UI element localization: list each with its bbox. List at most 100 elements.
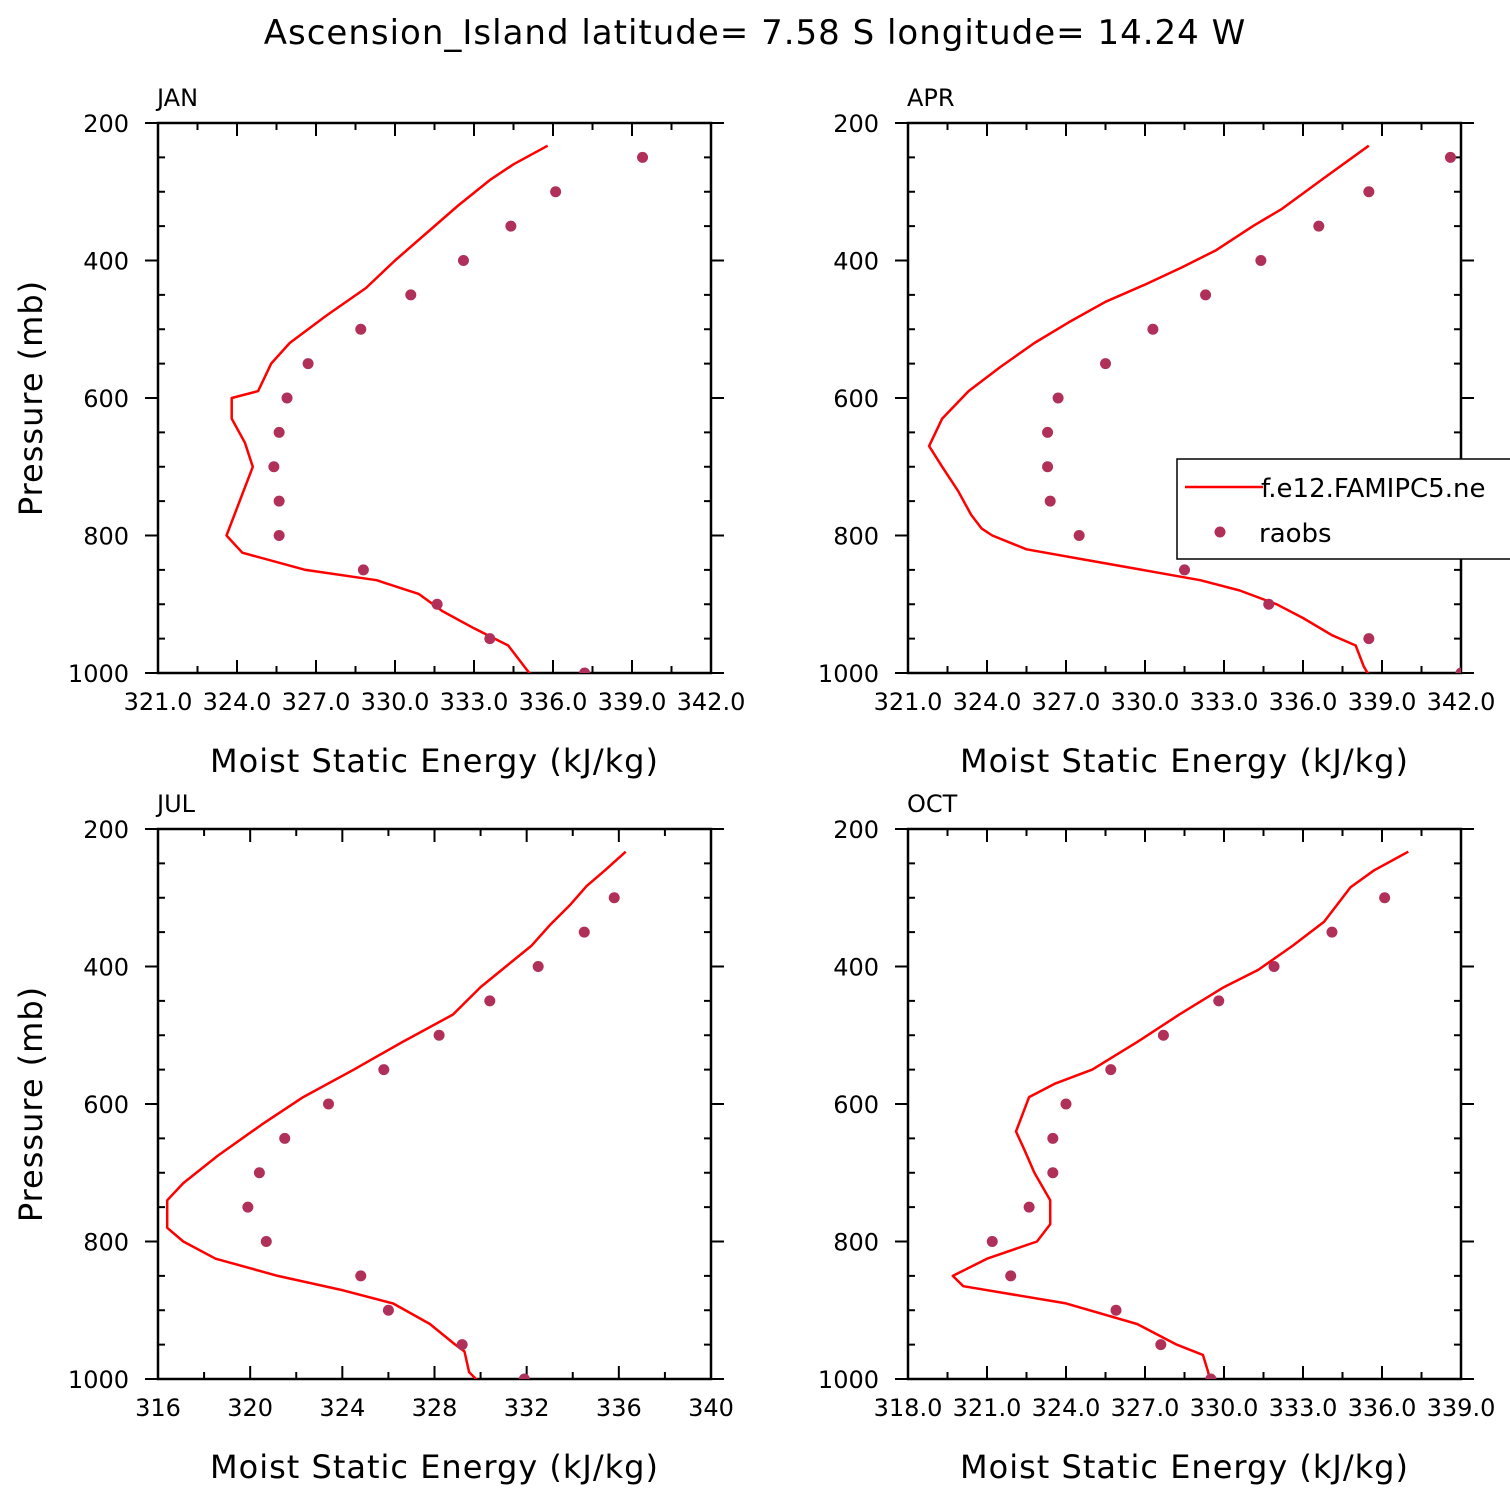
x-axis-label-oct: Moist Static Energy (kJ/kg) [960,1448,1409,1486]
y-tick-label-jul: 600 [83,1091,129,1119]
obs-point-oct [1268,961,1280,972]
obs-point-oct [1155,1339,1167,1351]
x-tick-label-apr: 339.0 [1348,688,1417,716]
x-tick-label-apr: 330.0 [1111,688,1180,716]
y-axis-label-jul: Pressure (mb) [12,986,50,1222]
y-tick-label-jan: 200 [83,110,129,138]
panel-label-jul: JUL [155,790,196,818]
panel-oct: OCT 318.0 321.0 324.0 327.0 330.0 333.0 336.0 33… [818,790,1495,1486]
x-tick-label-jan: 339.0 [598,688,667,716]
legend-box [1176,458,1510,560]
obs-point-jul [532,961,544,972]
panel-label-apr: APR [907,84,955,112]
obs-point-oct [1060,1098,1072,1110]
x-tick-label-oct: 333.0 [1269,1394,1338,1422]
legend: f.e12.FAMIPC5.ne raobs [1176,458,1510,560]
series-group-apr [927,144,1461,673]
y-tick-label-jul: 400 [83,954,129,982]
y-tick-label-apr: 400 [833,248,879,276]
obs-point-apr [1200,289,1212,301]
obs-point-oct [1157,1029,1169,1041]
x-tick-label-jan: 336.0 [519,688,588,716]
x-tick-label-apr: 321.0 [874,688,943,716]
x-tick-label-jan: 333.0 [440,688,509,716]
obs-point-oct [1205,1373,1217,1379]
y-tick-label-jan: 600 [83,385,129,413]
obs-point-apr [1073,530,1085,541]
x-tick-label-oct: 330.0 [1190,1394,1259,1422]
obs-point-apr [1100,358,1111,370]
obs-point-apr [1444,151,1456,163]
x-tick-label-oct: 327.0 [1111,1394,1180,1422]
obs-point-jul [253,1167,265,1179]
figure-title: Ascension_Island latitude= 7.58 S longit… [264,13,1247,53]
x-tick-label-oct: 318.0 [874,1394,943,1422]
x-tick-label-jan: 330.0 [361,688,430,716]
obs-point-jan [505,220,517,232]
obs-point-jul [433,1029,445,1041]
x-tick-label-jan: 324.0 [203,688,272,716]
x-tick-label-jan: 342.0 [677,688,746,716]
y-tick-label-jul: 1000 [68,1366,129,1394]
legend-model-label: f.e12.FAMIPC5.ne [1261,474,1485,504]
y-tick-label-jan: 400 [83,248,129,276]
obs-point-jan [484,633,496,645]
series-group-jan [225,144,649,673]
obs-point-jan [273,495,285,507]
panel-label-oct: OCT [907,790,958,818]
y-tick-label-apr: 200 [833,110,879,138]
obs-point-oct [1326,926,1338,938]
obs-point-oct [1047,1132,1059,1144]
obs-point-jul [242,1201,254,1213]
obs-point-oct [1047,1167,1059,1179]
x-tick-label-apr: 324.0 [953,688,1022,716]
x-tick-label-apr: 342.0 [1427,688,1496,716]
x-tick-label-jul: 340 [688,1394,734,1422]
y-tick-label-oct: 200 [833,816,879,844]
model-line-jul [165,850,627,1379]
obs-point-jan [357,564,369,576]
obs-point-oct [1005,1270,1017,1282]
obs-point-jan [281,392,293,404]
y-tick-label-jan: 1000 [68,660,129,688]
panel-jan: JAN 321.0 324.0 327.0 330.0 333.0 336.0 339.0 34… [12,84,745,780]
panel-jul: JUL 316 320 324 328 332 336 340 200 400 600 800 1000… [12,790,734,1486]
obs-point-apr [1147,323,1159,335]
x-tick-label-jul: 332 [504,1394,550,1422]
obs-point-oct [1110,1304,1122,1316]
obs-point-apr [1313,220,1325,232]
y-tick-label-oct: 400 [833,954,879,982]
obs-point-oct [1105,1064,1117,1076]
obs-point-jul [260,1236,272,1247]
y-tick-label-jan: 800 [83,523,129,551]
obs-point-jul [608,892,620,904]
obs-point-apr [1363,186,1375,198]
obs-point-jul [578,926,590,938]
obs-point-jan [355,323,367,335]
obs-point-jan [637,151,649,163]
x-axis-label-apr: Moist Static Energy (kJ/kg) [960,742,1409,780]
y-tick-label-apr: 800 [833,523,879,551]
x-tick-label-jul: 336 [596,1394,642,1422]
x-tick-label-jan: 327.0 [282,688,351,716]
y-tick-label-jul: 200 [83,816,129,844]
obs-point-jul [378,1064,390,1076]
panels: JAN 321.0 324.0 327.0 330.0 333.0 336.0 339.0 34… [12,84,1510,1486]
obs-point-apr [1052,392,1064,404]
obs-point-apr [1042,426,1054,438]
obs-point-jan [273,530,285,541]
obs-point-jan [579,667,591,673]
panel-label-jan: JAN [155,84,198,112]
series-group-oct [951,850,1409,1379]
obs-point-apr [1363,633,1375,645]
obs-point-jan [457,255,469,266]
model-line-jan [225,144,549,673]
x-axis-label-jan: Moist Static Energy (kJ/kg) [210,742,659,780]
x-tick-label-apr: 333.0 [1190,688,1259,716]
obs-point-apr [1455,667,1461,673]
obs-point-jan [550,186,562,198]
model-line-apr [927,144,1370,673]
obs-point-oct [986,1236,998,1247]
y-tick-label-oct: 1000 [818,1366,879,1394]
